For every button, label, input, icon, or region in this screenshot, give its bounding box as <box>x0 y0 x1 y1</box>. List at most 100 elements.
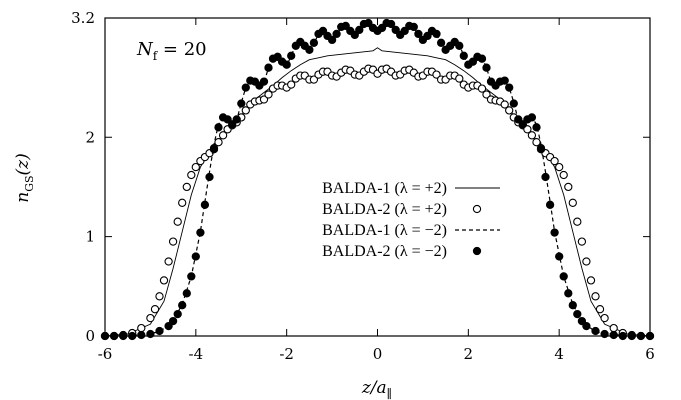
filled-marker <box>341 21 350 31</box>
filled-marker <box>364 18 373 28</box>
open-marker <box>482 90 491 99</box>
filled-marker <box>527 113 537 122</box>
filled-marker <box>545 200 555 209</box>
x-tick-label: 6 <box>645 345 655 363</box>
filled-marker <box>100 331 110 341</box>
filled-marker <box>618 331 627 341</box>
legend-filled-marker <box>472 246 482 256</box>
filled-marker <box>568 301 577 310</box>
x-tick-label: -6 <box>98 345 113 363</box>
filled-marker <box>332 29 341 39</box>
open-marker <box>573 217 582 226</box>
filled-marker <box>164 321 173 331</box>
open-marker <box>137 323 146 333</box>
open-marker <box>150 305 160 314</box>
legend: BALDA-1 (λ = +2) BALDA-2 (λ = +2) BALDA-1 … <box>322 180 500 260</box>
filled-marker <box>309 38 319 47</box>
filled-marker <box>627 331 636 341</box>
legend-label: BALDA-1 (λ = −2) <box>322 222 447 239</box>
filled-marker <box>432 29 441 39</box>
open-marker <box>582 257 591 266</box>
filled-marker <box>436 38 446 47</box>
open-marker <box>591 292 600 301</box>
series-layer <box>100 18 655 341</box>
open-marker <box>164 257 173 266</box>
open-marker <box>523 125 532 134</box>
filled-marker <box>409 22 418 32</box>
filled-marker <box>128 331 137 341</box>
filled-marker <box>327 35 337 45</box>
annotation: Nf = 20 <box>136 39 207 63</box>
x-tick-label: -2 <box>279 345 294 363</box>
open-marker <box>600 313 609 323</box>
open-marker <box>168 237 178 246</box>
filled-marker <box>414 29 423 39</box>
open-marker <box>568 198 577 207</box>
open-marker <box>146 313 155 323</box>
open-marker <box>187 170 196 180</box>
open-marker <box>586 276 596 285</box>
filled-marker <box>214 123 223 132</box>
filled-marker <box>205 172 214 182</box>
open-marker <box>173 217 182 226</box>
filled-marker <box>532 123 541 132</box>
open-marker <box>432 70 441 79</box>
open-marker <box>609 323 618 333</box>
axis-ticks: -6 -4 -2 0 2 4 6 0 1 2 3.2 <box>71 9 655 363</box>
open-marker <box>527 131 537 140</box>
filled-marker <box>509 99 518 108</box>
filled-marker <box>264 63 273 72</box>
open-marker <box>500 100 509 109</box>
filled-marker <box>550 228 559 237</box>
legend-label: BALDA-2 (λ = +2) <box>322 201 447 218</box>
plot-frame <box>104 17 651 337</box>
filled-marker <box>459 51 468 60</box>
open-marker <box>287 80 296 89</box>
open-marker <box>182 182 191 192</box>
filled-marker <box>500 76 509 85</box>
filled-marker <box>391 25 400 35</box>
filled-marker <box>209 145 219 154</box>
filled-marker <box>645 331 655 341</box>
filled-marker <box>318 26 328 36</box>
filled-marker <box>137 330 146 340</box>
open-marker <box>564 182 573 192</box>
filled-marker <box>146 329 155 339</box>
open-marker <box>155 292 164 301</box>
filled-marker <box>386 19 396 29</box>
filled-marker <box>282 60 291 69</box>
filled-marker <box>287 51 296 60</box>
filled-marker <box>482 63 491 72</box>
open-marker <box>595 305 605 314</box>
filled-marker <box>168 316 178 326</box>
legend-label: BALDA-2 (λ = −2) <box>322 243 447 260</box>
filled-marker <box>200 200 210 209</box>
x-tick-label: -4 <box>189 345 204 363</box>
filled-marker <box>187 272 196 281</box>
filled-marker <box>109 331 119 341</box>
filled-marker <box>609 330 618 340</box>
filled-marker <box>119 331 128 341</box>
legend-open-marker <box>472 204 482 214</box>
filled-marker <box>555 252 564 261</box>
filled-marker <box>455 41 464 50</box>
filled-marker <box>477 54 487 63</box>
filled-marker <box>400 26 409 36</box>
filled-marker <box>505 83 514 92</box>
open-marker <box>178 198 187 207</box>
filled-marker <box>237 99 246 108</box>
y-tick-label: 3.2 <box>71 9 95 27</box>
y-tick-label: 2 <box>85 128 95 146</box>
filled-marker <box>350 30 359 40</box>
filled-marker <box>423 31 432 41</box>
filled-marker <box>223 115 232 124</box>
filled-marker <box>518 120 527 129</box>
filled-marker <box>155 326 164 336</box>
filled-marker <box>541 172 550 182</box>
filled-marker <box>559 272 568 281</box>
open-marker <box>264 90 273 99</box>
open-marker <box>214 138 223 147</box>
filled-marker <box>600 329 609 339</box>
filled-marker <box>178 301 187 310</box>
